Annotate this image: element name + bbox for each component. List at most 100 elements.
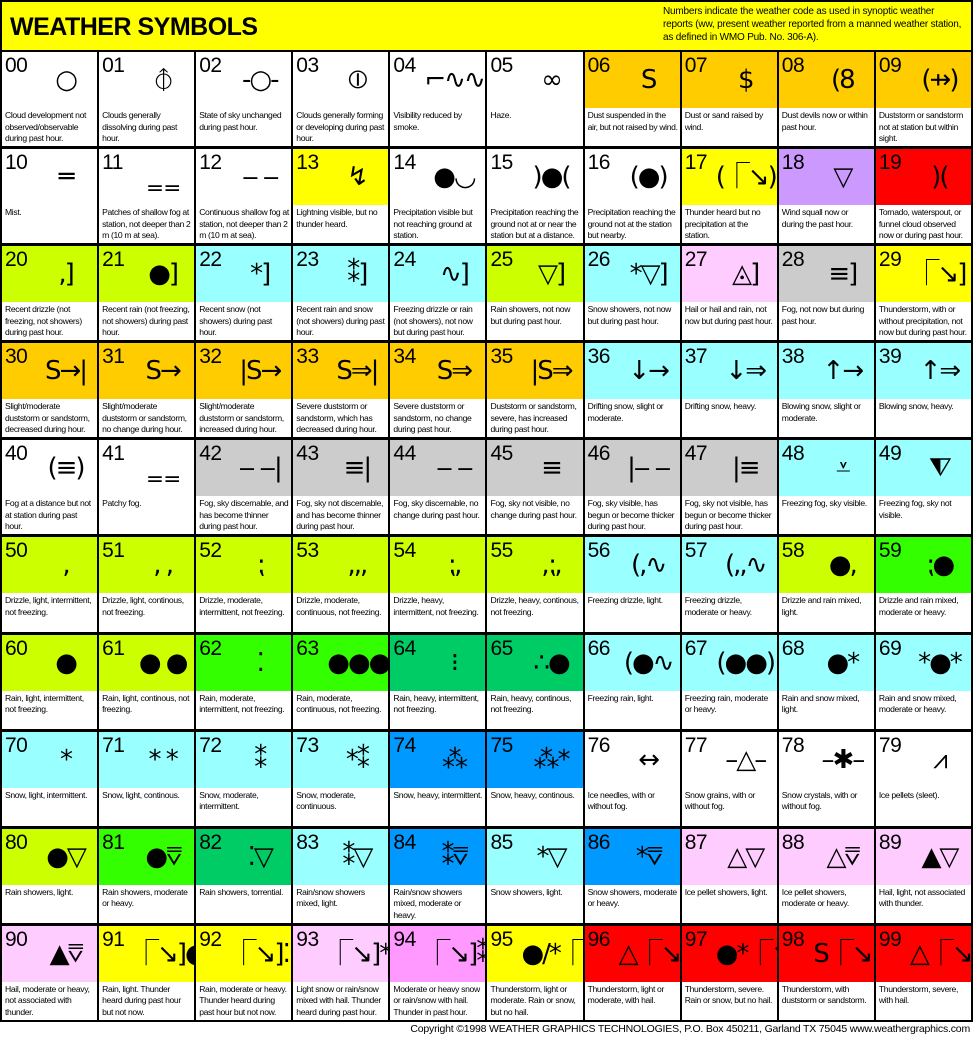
lightning-icon: ↯: [346, 162, 369, 193]
symbol-description: Thunderstorm, light or moderate. Rain or…: [490, 983, 576, 1017]
weather-code: 03: [296, 54, 319, 77]
symbol-description: Snow, heavy, intermittent.: [393, 789, 483, 800]
weather-code: 13: [296, 151, 319, 175]
symbol-swatch: 88 △⩢: [778, 828, 874, 885]
weather-code: 57: [684, 539, 708, 563]
symbol-swatch: 39 ↑⇒: [875, 343, 971, 400]
rain-moderate-intermittent-icon: ⁚: [256, 647, 265, 678]
symbol-cell-62: 62 ⁚ Rain, moderate, intermittent, not fre…: [196, 634, 292, 729]
symbol-description: Dust devils now or within past hour.: [781, 110, 868, 132]
symbol-cell-41: 41 ‗ ‗ Patchy fog.: [99, 440, 195, 535]
freezing-drizzle-light-icon: (,∿: [631, 550, 667, 581]
hail-heavy-icon: ▲⩢: [49, 938, 84, 969]
weather-code: 42: [199, 442, 222, 466]
weather-code: 64: [393, 636, 416, 660]
freezing-rain-heavy-icon: (●●): [716, 647, 776, 678]
symbol-swatch: 04 ⌐∿∿: [390, 52, 486, 108]
weather-code: 45: [490, 442, 513, 466]
ice-needles-icon: ↔: [638, 744, 660, 775]
fog-thinner-sky-icon: ‒ ‒|: [238, 453, 283, 484]
weather-code: 25: [490, 248, 513, 272]
symbol-swatch: 12 ‒ ‒: [196, 149, 292, 206]
symbol-description: Haze.: [490, 110, 512, 120]
symbol-swatch: 74 ⁂: [390, 731, 486, 788]
symbol-cell-91: 91 ⎾↘]● Rain, light. Thunder heard during …: [99, 925, 195, 1020]
symbol-cell-09: 09 (⇸) Duststorm or sandstorm not at stati…: [875, 52, 971, 147]
weather-code: 08: [781, 54, 805, 77]
header-note: Numbers indicate the weather code as use…: [663, 6, 962, 43]
weather-code: 23: [296, 248, 319, 272]
symbol-swatch: 85 *▽: [487, 828, 583, 885]
drizzle-heavy-continuous-icon: ,⁏,: [541, 550, 562, 581]
weather-code: 78: [781, 733, 805, 757]
symbol-description: Slight/moderate duststorm or sandstorm, …: [199, 401, 284, 435]
symbol-swatch: 70 *: [2, 731, 98, 788]
weather-code: 59: [878, 539, 902, 563]
weather-symbols-grid: 00 ○ Cloud development not observed/observ…: [0, 50, 973, 1022]
symbol-description: Slight/moderate duststorm or sandstorm, …: [5, 401, 90, 435]
weather-code: 05: [490, 54, 513, 77]
symbol-description: Thunder heard but no precipitation at th…: [684, 207, 761, 241]
symbol-swatch: 03 ⦶: [293, 52, 389, 108]
symbol-swatch: 78 –✱–: [778, 731, 874, 788]
weather-code: 98: [781, 927, 805, 951]
weather-code: 74: [393, 733, 416, 757]
thunderstorm-light-icon: ●/*⎾↘: [521, 938, 583, 969]
weather-code: 99: [878, 927, 902, 951]
circle-dot-top-icon: ○: [55, 65, 78, 95]
header-banner: WEATHER SYMBOLS Numbers indicate the wea…: [0, 0, 973, 52]
symbol-cell-25: 25 ▽] Rain showers, not now but during pas…: [487, 246, 583, 341]
symbol-cell-79: 79 ⩘ Ice pellets (sleet).: [875, 731, 971, 826]
symbol-description: State of sky unchanged during past hour.: [199, 110, 282, 132]
symbol-swatch: 69 *●*: [875, 634, 971, 691]
recent-drizzle-icon: ,]: [58, 259, 74, 290]
weather-code: 49: [878, 442, 902, 466]
symbol-cell-52: 52 ⁏ Drizzle, moderate, intermittent, not …: [196, 537, 292, 632]
symbol-swatch: 28 ≡]: [778, 246, 874, 303]
symbol-description: Thunderstorm, with or without precipitat…: [878, 304, 967, 338]
symbol-cell-60: 60 ● Rain, light, intermittent, not freezi…: [2, 634, 98, 729]
symbol-cell-31: 31 S→ Slight/moderate duststorm or sandsto…: [99, 343, 195, 438]
symbol-swatch: 66 (●∿: [584, 634, 680, 691]
weather-code: 18: [781, 151, 805, 175]
weather-code: 41: [102, 442, 125, 466]
weather-code: 72: [199, 733, 222, 757]
duststorm-nochange-icon: S→: [145, 356, 181, 387]
symbol-swatch: 23 ⁑]: [293, 246, 389, 303]
recent-snow-showers-icon: *▽]: [629, 259, 669, 290]
symbol-swatch: 87 △▽: [681, 828, 777, 885]
symbol-swatch: 95 ●/*⎾↘: [487, 925, 583, 982]
symbol-swatch: 33 S⇒|: [293, 343, 389, 400]
symbol-swatch: 08 (8: [778, 52, 874, 108]
symbol-cell-43: 43 ≡| Fog, sky not discernable, and has be…: [293, 440, 389, 535]
weather-code: 06: [587, 54, 611, 77]
symbol-description: Dust suspended in the air, but not raise…: [587, 110, 678, 132]
weather-code: 51: [102, 539, 125, 563]
symbol-swatch: 31 S→: [99, 343, 195, 400]
snow-light-intermittent-icon: *: [60, 744, 73, 775]
weather-code: 70: [5, 733, 28, 757]
weather-code: 65: [490, 636, 513, 660]
symbol-description: Ice pellet showers, light.: [684, 886, 768, 897]
symbol-description: Rain showers, torrential.: [199, 886, 284, 897]
symbol-swatch: 60 ●: [2, 634, 98, 691]
severe-duststorm-increased-icon: |S⇒: [530, 356, 574, 387]
weather-code: 33: [296, 345, 319, 369]
snow-moderate-intermittent-icon: ⁑: [254, 744, 267, 775]
symbol-description: Rain and snow mixed, moderate or heavy.: [878, 692, 957, 715]
funnel-cloud-icon: )(: [931, 162, 949, 193]
symbol-description: Visibility reduced by smoke.: [393, 110, 462, 132]
symbol-swatch: 63 ●●●: [293, 634, 389, 691]
squall-icon: ▽: [833, 162, 853, 193]
weather-code: 39: [878, 345, 902, 369]
symbol-cell-50: 50, Drizzle, light, intermittent, not fre…: [2, 537, 98, 632]
weather-code: 00: [5, 54, 28, 77]
symbol-description: Continuous shallow fog at station, not d…: [199, 207, 289, 241]
symbol-description: Duststorm or sandstorm not at station bu…: [878, 110, 963, 143]
symbol-cell-87: 87 △▽ Ice pellet showers, light.: [681, 828, 777, 923]
thunder-rain-heavy-icon: ⎾↘]⁚: [230, 938, 291, 969]
symbol-swatch: 75 ⁂*: [487, 731, 583, 788]
symbol-swatch: 61 ● ●: [99, 634, 195, 691]
weather-code: 46: [587, 442, 611, 466]
symbol-description: Fog, sky discernable, and has become thi…: [199, 498, 289, 532]
